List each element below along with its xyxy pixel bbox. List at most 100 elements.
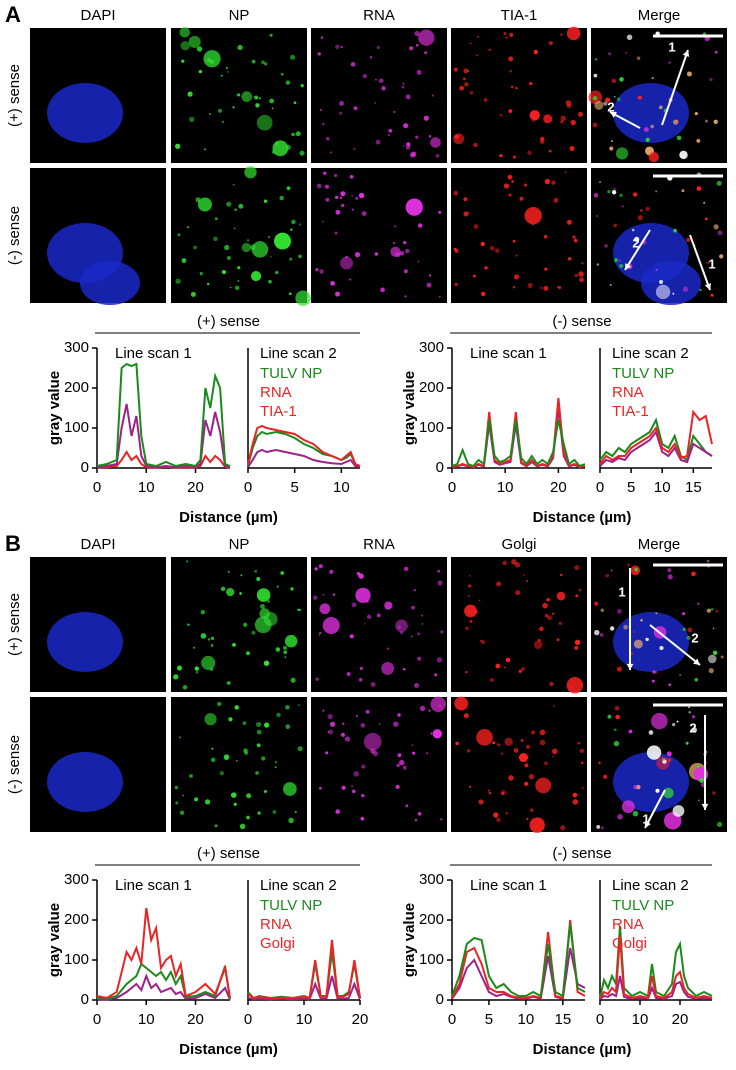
- granule: [459, 85, 465, 91]
- granule: [342, 722, 345, 725]
- chart-title: Line scan 1: [115, 877, 192, 894]
- granule: [199, 271, 203, 276]
- granule: [187, 623, 190, 626]
- granule: [560, 115, 567, 122]
- legend-entry: TULV NP: [612, 365, 674, 382]
- granule: [322, 220, 324, 223]
- granule: [330, 281, 335, 286]
- micrograph: [451, 697, 587, 832]
- granule: [463, 713, 469, 719]
- granule: [200, 633, 207, 639]
- granule: [214, 217, 218, 221]
- granule: [462, 77, 466, 81]
- granule: [543, 114, 553, 124]
- granule: [204, 713, 217, 726]
- granule: [500, 113, 503, 117]
- granule: [473, 224, 479, 229]
- granule: [468, 211, 470, 214]
- granule: [272, 810, 277, 814]
- chart-title: Line scan 1: [470, 345, 547, 362]
- granule: [237, 279, 240, 282]
- x-tick-label: 10: [518, 1011, 535, 1028]
- granule: [529, 817, 545, 833]
- x-tick-label: 0: [244, 1011, 252, 1028]
- granule: [666, 751, 672, 757]
- granule: [527, 282, 533, 289]
- granule: [682, 286, 689, 292]
- granule: [668, 683, 672, 687]
- granule: [616, 609, 622, 614]
- granule: [543, 285, 549, 291]
- x-tick-label: 10: [138, 1011, 155, 1028]
- granule: [513, 748, 519, 753]
- granule: [472, 274, 476, 278]
- x-tick-label: 5: [290, 479, 298, 496]
- granule: [524, 183, 528, 187]
- granule: [575, 594, 579, 598]
- y-tick-label: 200: [64, 379, 89, 396]
- granule: [679, 150, 688, 160]
- granule: [339, 196, 343, 200]
- granule: [285, 724, 291, 730]
- granule: [630, 651, 634, 656]
- granule: [289, 257, 293, 261]
- granule: [418, 29, 435, 46]
- y-tick-label: 200: [64, 911, 89, 928]
- x-tick-label: 0: [93, 479, 101, 496]
- granule: [236, 93, 241, 97]
- granule: [293, 101, 297, 105]
- granule: [376, 45, 380, 50]
- granule: [237, 44, 243, 51]
- granule: [607, 714, 612, 719]
- granule: [224, 244, 230, 251]
- granule: [334, 231, 338, 235]
- granule: [600, 608, 605, 613]
- granule: [454, 282, 458, 287]
- granule: [572, 799, 579, 805]
- granule: [634, 236, 640, 242]
- granule: [395, 252, 401, 258]
- line-series: [599, 975, 713, 1000]
- granule: [514, 562, 521, 568]
- granule: [613, 187, 616, 191]
- granule: [600, 826, 604, 830]
- column-header: TIA-1: [501, 7, 538, 24]
- granule: [255, 103, 260, 108]
- column-header: NP: [229, 7, 250, 24]
- granule: [696, 186, 702, 191]
- granule: [242, 721, 247, 725]
- granule: [579, 277, 584, 283]
- granule: [417, 200, 421, 205]
- granule: [319, 269, 324, 274]
- granule: [560, 573, 563, 577]
- granule: [542, 602, 548, 609]
- granule: [679, 674, 682, 676]
- granule: [349, 175, 354, 179]
- granule: [274, 760, 278, 764]
- granule: [190, 291, 196, 297]
- line-series: [599, 429, 713, 467]
- x-tick-label: 20: [672, 1011, 689, 1028]
- granule: [508, 109, 513, 114]
- granule: [374, 252, 379, 256]
- granule: [463, 68, 469, 74]
- granule: [574, 639, 581, 645]
- granule: [619, 193, 623, 197]
- granule: [272, 140, 289, 157]
- granule: [335, 195, 339, 199]
- micrograph-content: [313, 564, 444, 688]
- granule: [533, 640, 543, 650]
- granule: [655, 190, 658, 193]
- micrograph-content: [47, 612, 123, 672]
- granule: [703, 201, 706, 204]
- granule: [608, 52, 612, 56]
- arrow-head: [693, 658, 700, 665]
- granule: [633, 630, 636, 633]
- granule: [318, 633, 321, 636]
- y-tick-label: 0: [436, 459, 444, 476]
- granule: [259, 604, 265, 609]
- y-tick-label: 300: [419, 871, 444, 888]
- line-series: [599, 417, 713, 462]
- granule: [244, 166, 257, 179]
- granule: [409, 152, 415, 158]
